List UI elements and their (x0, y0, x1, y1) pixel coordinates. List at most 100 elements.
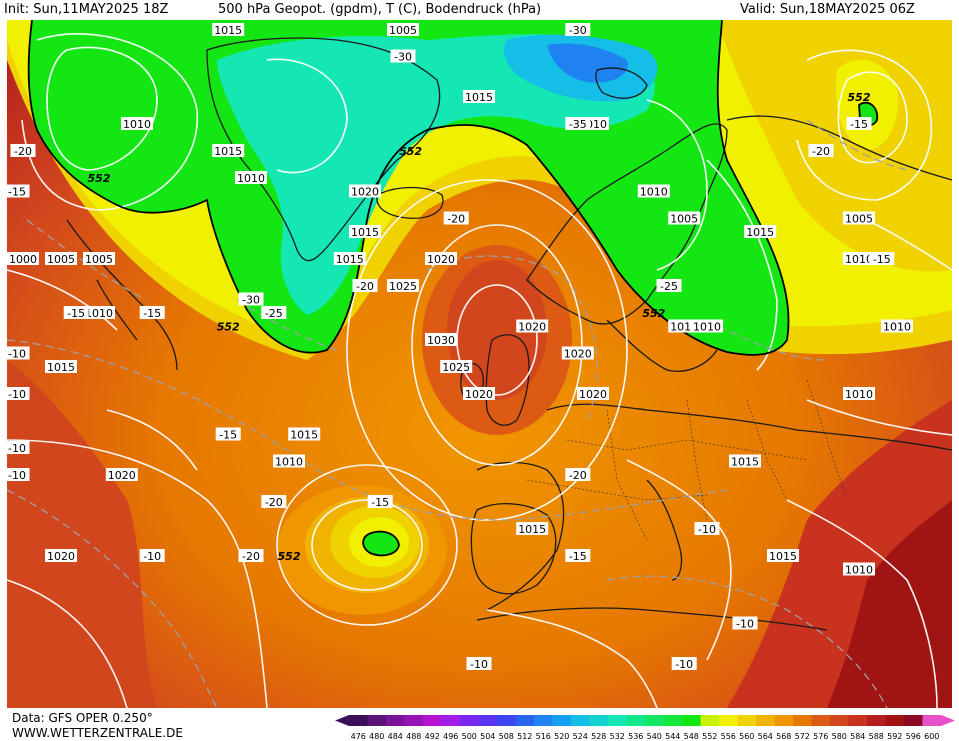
temperature-label-bg (808, 144, 834, 157)
pressure-label-bg (212, 144, 245, 157)
pressure-label: 1010 (640, 186, 668, 199)
temperature-label: -35 (569, 118, 587, 131)
temperature-label-bg (565, 468, 591, 481)
geopotential-label: 552 (848, 91, 871, 104)
pressure-label-bg (121, 117, 153, 130)
colorbar-tick-label: 548 (684, 732, 699, 741)
colorbar-tick-label: 552 (702, 732, 717, 741)
colorbar-swatch (552, 715, 572, 726)
colorbar-left-arrow (335, 715, 349, 726)
colorbar-tick-label: 588 (869, 732, 884, 741)
temperature-label: -20 (812, 145, 830, 158)
pressure-label-bg (744, 225, 777, 238)
colorbar-swatch (682, 715, 701, 726)
colorbar-tick-label: 600 (924, 732, 939, 741)
coastlines (66, 37, 952, 631)
pressure-label: 1015 (47, 361, 75, 374)
temperature-label: -10 (736, 618, 754, 631)
trough-core-blue (547, 43, 628, 83)
temperature-label: -20 (356, 280, 374, 293)
colorbar-tick-label: 508 (499, 732, 514, 741)
colorbar-tick-label: 536 (628, 732, 643, 741)
temperature-label: -30 (242, 294, 260, 307)
pressure-label: 1005 (845, 213, 873, 226)
pressure-label: 1015 (214, 145, 242, 158)
temperature-label: -10 (8, 442, 26, 455)
pressure-label-bg (235, 171, 267, 184)
colorbar-tick-label: 516 (536, 732, 551, 741)
colorbar-swatch (608, 715, 627, 726)
country-borders (526, 379, 848, 541)
map-header: Init: Sun,11MAY2025 18Z 500 hPa Geopot. … (0, 0, 959, 20)
temperature-label: -30 (569, 24, 587, 37)
colorbar-tick-label: 484 (388, 732, 403, 741)
temperature-label: -10 (698, 523, 716, 536)
colorbar-tick-label: 532 (610, 732, 625, 741)
pressure-label-bg (105, 468, 138, 481)
temperature-label-bg (7, 184, 30, 198)
pressure-label-bg (273, 454, 305, 468)
colorbar-tick-label: 564 (758, 732, 773, 741)
temperature-label-bg (390, 49, 416, 63)
temperature-label-bg (565, 23, 591, 36)
pressure-label-bg (516, 522, 549, 535)
colorbar-tick-label: 580 (832, 732, 847, 741)
temperature-label: -20 (265, 496, 283, 509)
colorbar-swatch (700, 715, 720, 726)
temperature-label: -10 (8, 469, 26, 482)
colorbar-tick-label: 528 (591, 732, 606, 741)
temperature-label-bg (63, 306, 89, 319)
pressure-label-bg (212, 23, 245, 36)
colorbar-swatch (793, 715, 812, 726)
temperature-label: -20 (242, 550, 260, 563)
pressure-label-bg (668, 211, 701, 225)
pressure-label-bg (425, 333, 457, 346)
temperature-label-bg (443, 211, 469, 225)
pressure-label-bg (288, 427, 321, 441)
colorbar-swatch (367, 715, 387, 726)
temperature-label-bg (215, 427, 241, 441)
pressure-label-bg (45, 252, 77, 265)
temperature-label-bg (732, 616, 758, 630)
colorbar-swatch (589, 715, 609, 726)
temperature-label: -15 (850, 118, 868, 131)
pressure-label: 1015 (518, 523, 546, 536)
pressure-label: 1005 (47, 253, 75, 266)
pressure-label: 1020 (518, 321, 546, 334)
geopotential-label: 552 (399, 145, 422, 158)
highest-geopotential-zone (827, 500, 952, 708)
pressure-label-bg (843, 387, 875, 400)
pressure-label: 1005 (670, 213, 698, 226)
pressure-label: 1015 (336, 253, 364, 266)
colorbar-right-arrow (941, 715, 955, 726)
temperature-label: -15 (8, 186, 26, 199)
pressure-label: 1010 (123, 118, 151, 131)
pressure-label-bg (561, 346, 594, 360)
pressure-label: 1010 (85, 307, 113, 320)
temperature-label: -15 (873, 253, 891, 266)
temperature-label: -20 (569, 469, 587, 482)
temperature-label: -20 (447, 213, 465, 226)
colorbar-swatch (848, 715, 868, 726)
pressure-label: 1015 (214, 24, 242, 37)
temperature-label-bg (238, 549, 264, 562)
colorbar-swatch (811, 715, 831, 726)
temperature-label-bg (261, 306, 287, 319)
colorbar-tick-label: 576 (813, 732, 828, 741)
isotherms (7, 119, 908, 708)
colorbar-tick-label: 496 (443, 732, 458, 741)
colorbar-tick-label: 500 (462, 732, 477, 741)
geopotential-label: 552 (642, 307, 665, 320)
temperature-label-bg (466, 657, 492, 670)
pressure-label-bg (349, 225, 381, 238)
temperature-label: -15 (67, 307, 85, 320)
temperature-label: -25 (265, 307, 283, 320)
isobars (7, 33, 952, 708)
colorbar-swatch (830, 715, 849, 726)
temperature-label-bg (7, 387, 30, 400)
temperature-label: -10 (675, 658, 693, 671)
pressure-label-bg (729, 454, 761, 468)
pressure-label: 1015 (351, 226, 379, 239)
colorbar-swatch (885, 715, 905, 726)
pressure-label-bg (440, 360, 473, 373)
